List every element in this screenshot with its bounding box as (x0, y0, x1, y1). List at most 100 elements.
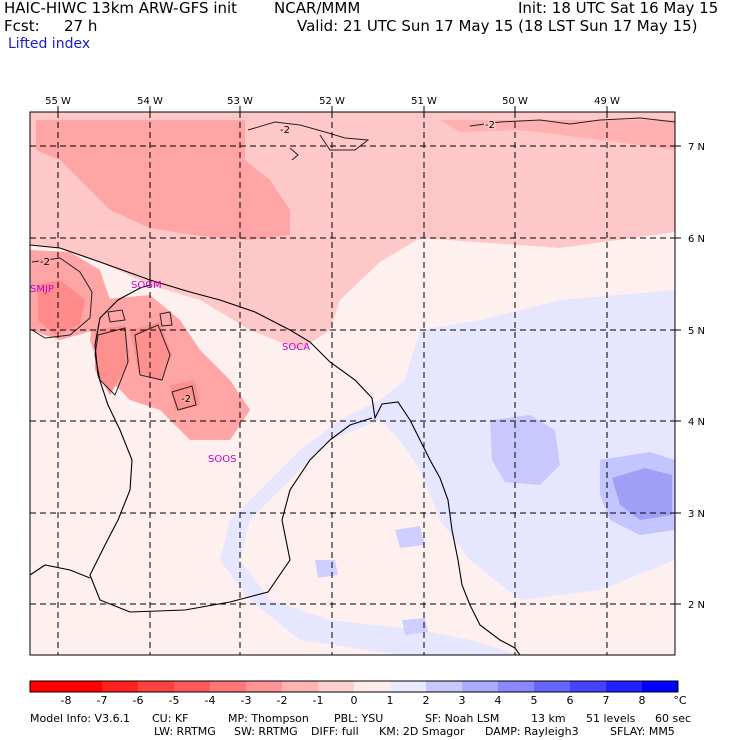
station-label: SOCA (282, 342, 310, 353)
colorbar-bin (390, 681, 427, 692)
lat-label: 2 N (688, 600, 705, 611)
footer-resolution: 13 km (531, 712, 566, 725)
colorbar-tick-label: 4 (494, 694, 502, 707)
contour-label: -2 (280, 125, 290, 136)
lat-label: 7 N (688, 142, 705, 153)
colorbar-bin (138, 681, 175, 692)
footer-levels: 51 levels (586, 712, 636, 725)
colorbar-bin (426, 681, 463, 692)
border-suriname-guiana (89, 262, 331, 613)
footer-sw: SW: RRTMG (234, 725, 298, 738)
contour-line (94, 327, 129, 396)
colorbar-bin (570, 681, 607, 692)
lat-label: 5 N (688, 326, 705, 337)
forecast-hour: 27 h (64, 17, 98, 35)
colorbar-bin (354, 681, 391, 692)
footer-sf: SF: Noah LSM (425, 712, 500, 725)
li-minus2-region-northeast (440, 120, 675, 150)
colorbar (30, 681, 679, 692)
colorbar-bin (606, 681, 643, 692)
li-minus2-region-north (36, 120, 290, 240)
forecast-label: Fcst: (4, 17, 40, 35)
lon-label: 54 W (137, 96, 163, 107)
colorbar-frame (29, 680, 679, 693)
contour-lines (31, 117, 676, 411)
colorbar-tick-label: -8 (60, 694, 72, 707)
contour-line (107, 309, 126, 323)
model-title: HAIC-HIWC 13km ARW-GFS init (4, 0, 238, 17)
footer-model-info: Model Info: V3.6.1 (30, 712, 131, 725)
border-brazil-inner (329, 417, 373, 441)
li-plus2-region-central (490, 415, 560, 485)
lon-label: 53 W (227, 96, 253, 107)
colorbar-unit: °C (673, 694, 687, 707)
map-frame (29, 111, 676, 656)
li-minus3-region-west (38, 280, 85, 335)
footer-pbl: PBL: YSU (334, 712, 384, 725)
colorbar-bin (282, 681, 319, 692)
colorbar-bin (534, 681, 571, 692)
colorbar-tick-label: 2 (422, 694, 430, 707)
colorbar-tick-label: 6 (566, 694, 574, 707)
colorbar-tick-label: 0 (350, 694, 358, 707)
colorbar-tick-label: -5 (168, 694, 180, 707)
colorbar-tick-label: -3 (240, 694, 252, 707)
li-plus2-small-patches (315, 526, 428, 635)
colorbar-bin (318, 681, 355, 692)
colorbar-tick-label: -7 (96, 694, 108, 707)
contour-line (171, 385, 197, 411)
colorbar-bin (102, 681, 139, 692)
footer-damp: DAMP: Rayleigh3 (485, 725, 579, 738)
footer-lw: LW: RRTMG (154, 725, 216, 738)
colorbar-tick-label: 1 (386, 694, 394, 707)
lon-label: 50 W (502, 96, 528, 107)
contour-label: -2 (40, 257, 50, 268)
li-plus1-region (220, 290, 675, 655)
valid-time: Valid: 21 UTC Sun 17 May 15 (18 LST Sun … (297, 17, 698, 35)
colorbar-tick-label: -4 (204, 694, 216, 707)
colorbar-tick-label: -1 (312, 694, 324, 707)
lon-label: 49 W (594, 96, 620, 107)
lon-label: 51 W (411, 96, 437, 107)
colorbar-bin (246, 681, 283, 692)
station-label: SOOS (208, 454, 236, 465)
colorbar-bin (66, 681, 103, 692)
lat-label: 4 N (688, 417, 705, 428)
colorbar-bin (30, 681, 67, 692)
colorbar-tick-label: 8 (638, 694, 646, 707)
lat-label: 6 N (688, 234, 705, 245)
footer-cu: CU: KF (152, 712, 189, 725)
coastline (29, 244, 521, 656)
colorbar-bin (498, 681, 535, 692)
lat-lon-grid (30, 112, 675, 655)
contour-label: -2 (181, 394, 191, 405)
contour-line (289, 147, 299, 161)
colorbar-bin (462, 681, 499, 692)
contour-label: -2 (485, 120, 495, 131)
init-time: Init: 18 UTC Sat 16 May 15 (518, 0, 719, 17)
station-label: SOGM (131, 280, 162, 291)
contour-line (247, 121, 370, 151)
lon-label: 55 W (45, 96, 71, 107)
colorbar-bin (174, 681, 211, 692)
org-label: NCAR/MMM (274, 0, 361, 17)
station-label: SMJP (30, 284, 54, 295)
footer-mp: MP: Thompson (228, 712, 309, 725)
colorbar-bin (210, 681, 247, 692)
colorbar-tick-label: -2 (276, 694, 288, 707)
footer-timestep: 60 sec (655, 712, 692, 725)
colorbar-tick-label: -6 (132, 694, 144, 707)
lat-label: 3 N (688, 509, 705, 520)
axis-ticks (57, 106, 681, 605)
lon-label: 52 W (319, 96, 345, 107)
contour-line (469, 117, 676, 127)
colorbar-tick-label: 7 (602, 694, 610, 707)
footer-diff: DIFF: full (311, 725, 359, 738)
contour-line (31, 257, 93, 339)
li-minus2-region-central (90, 295, 250, 440)
contour-line (159, 311, 173, 327)
colorbar-bin (642, 681, 679, 692)
footer-sflay: SFLAY: MM5 (610, 725, 675, 738)
footer-km: KM: 2D Smagor (379, 725, 465, 738)
